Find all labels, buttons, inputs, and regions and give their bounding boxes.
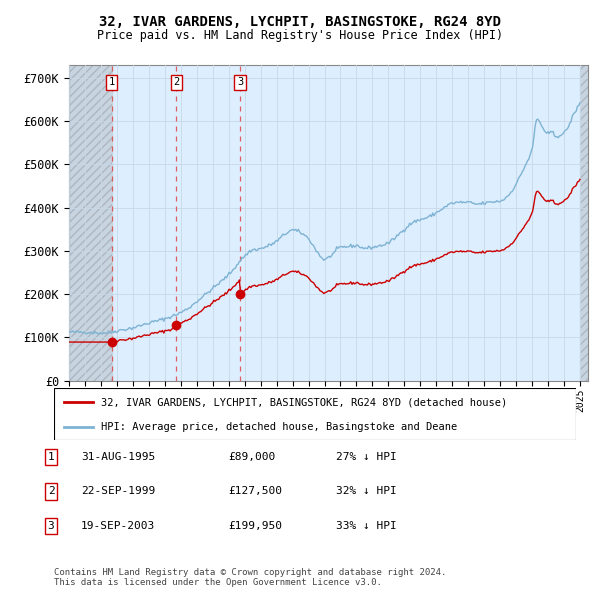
Text: 3: 3 [47,521,55,530]
Text: 1: 1 [109,77,115,87]
Bar [580,65,588,381]
Text: 19-SEP-2003: 19-SEP-2003 [81,521,155,530]
Text: Contains HM Land Registry data © Crown copyright and database right 2024.
This d: Contains HM Land Registry data © Crown c… [54,568,446,587]
Text: 27% ↓ HPI: 27% ↓ HPI [336,453,397,462]
Text: Price paid vs. HM Land Registry's House Price Index (HPI): Price paid vs. HM Land Registry's House … [97,30,503,42]
Text: £199,950: £199,950 [228,521,282,530]
Text: £89,000: £89,000 [228,453,275,462]
Bar [69,65,112,381]
Bar [580,65,588,381]
Text: 32, IVAR GARDENS, LYCHPIT, BASINGSTOKE, RG24 8YD: 32, IVAR GARDENS, LYCHPIT, BASINGSTOKE, … [99,15,501,29]
Text: 33% ↓ HPI: 33% ↓ HPI [336,521,397,530]
Text: 3: 3 [237,77,244,87]
Text: £127,500: £127,500 [228,487,282,496]
Text: 2: 2 [47,487,55,496]
Text: 32, IVAR GARDENS, LYCHPIT, BASINGSTOKE, RG24 8YD (detached house): 32, IVAR GARDENS, LYCHPIT, BASINGSTOKE, … [101,397,507,407]
Text: 1: 1 [47,453,55,462]
Text: 32% ↓ HPI: 32% ↓ HPI [336,487,397,496]
Text: 22-SEP-1999: 22-SEP-1999 [81,487,155,496]
Text: 31-AUG-1995: 31-AUG-1995 [81,453,155,462]
Bar [69,65,112,381]
FancyBboxPatch shape [54,388,576,440]
Text: 2: 2 [173,77,179,87]
Text: HPI: Average price, detached house, Basingstoke and Deane: HPI: Average price, detached house, Basi… [101,422,457,431]
